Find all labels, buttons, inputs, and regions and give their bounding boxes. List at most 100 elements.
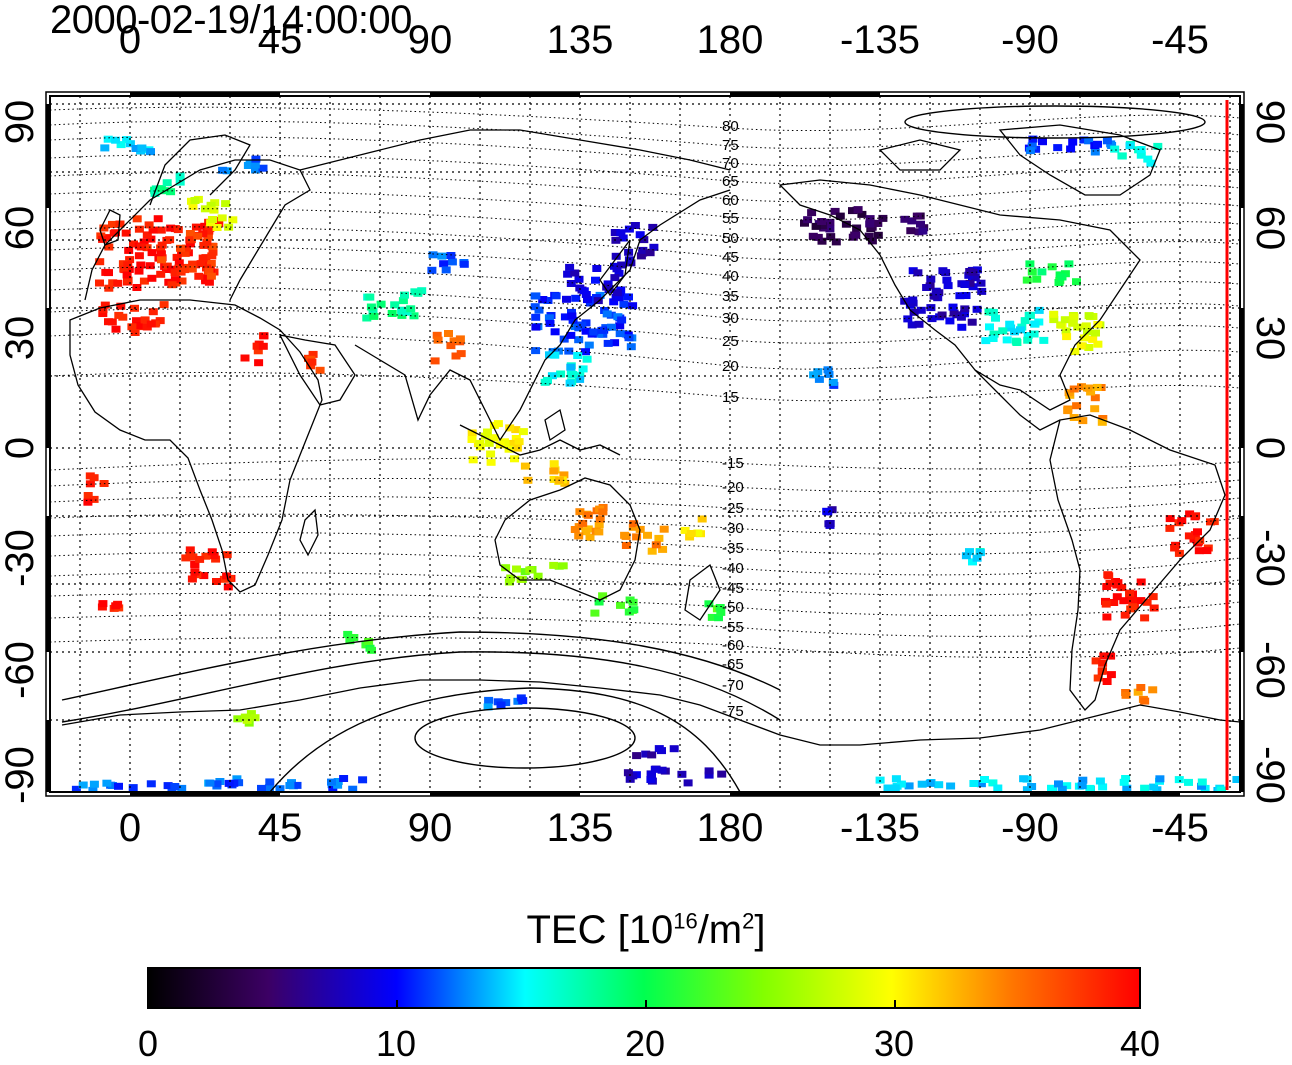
- tec-cell: [609, 298, 619, 306]
- tec-cell: [621, 542, 631, 549]
- coastlines: [61, 124, 1240, 746]
- tec-cell: [139, 238, 149, 246]
- tec-cell: [119, 265, 129, 273]
- tec-cell: [1038, 138, 1047, 146]
- tec-cell: [1193, 528, 1202, 536]
- tec-cell: [1062, 333, 1072, 341]
- tec-cell: [916, 220, 925, 228]
- tec-cell: [610, 339, 620, 347]
- bottom-lon-tick: 0: [118, 806, 142, 850]
- tec-cell: [146, 235, 156, 243]
- tec-cell: [1057, 273, 1067, 281]
- tec-cell: [956, 313, 966, 321]
- tec-cell: [223, 583, 233, 591]
- tec-cell: [909, 308, 919, 316]
- tec-cell: [483, 703, 493, 711]
- tec-cell: [108, 279, 118, 287]
- tec-cell: [651, 541, 661, 549]
- tec-cell: [1120, 611, 1130, 619]
- tec-cell: [217, 214, 227, 222]
- tec-cell: [125, 140, 135, 148]
- tec-cell: [134, 252, 144, 260]
- tec-cell: [406, 305, 416, 313]
- tec-cell: [591, 276, 600, 284]
- tec-cell: [650, 765, 660, 773]
- colorbar-tick-mark: [894, 1000, 896, 1009]
- tec-cell: [934, 781, 944, 789]
- contour-label-north: 55: [722, 210, 739, 227]
- tec-cell: [531, 347, 541, 355]
- tec-cell: [864, 232, 874, 240]
- tec-cell: [208, 248, 218, 256]
- tec-cell: [88, 786, 98, 792]
- tec-cell: [1081, 322, 1091, 330]
- tec-cell: [1191, 512, 1201, 520]
- tec-cell: [1091, 329, 1100, 337]
- tec-cell: [1184, 532, 1194, 540]
- tec-cell: [147, 249, 157, 257]
- tec-cell: [365, 293, 375, 301]
- tec-cell: [130, 329, 140, 336]
- tec-cell: [111, 602, 121, 610]
- tec-cell: [109, 229, 119, 237]
- tec-cell: [98, 306, 108, 314]
- tec-cell: [1109, 599, 1119, 606]
- bottom-lon-tick: 90: [407, 806, 453, 850]
- tec-cell: [811, 222, 821, 230]
- tec-cell: [1039, 336, 1049, 344]
- tec-cell: [174, 259, 184, 267]
- tec-cell: [1060, 316, 1070, 324]
- tec-cell: [822, 507, 832, 515]
- tec-cell: [292, 781, 302, 789]
- tec-cell: [514, 438, 524, 446]
- tec-cell: [265, 778, 275, 786]
- tec-cell: [615, 330, 625, 338]
- tec-cell: [659, 525, 669, 533]
- tec-cell: [1005, 320, 1015, 328]
- tec-cell: [803, 216, 813, 224]
- tec-cell: [618, 234, 628, 242]
- tec-cell: [182, 244, 191, 252]
- tec-cell: [566, 280, 576, 287]
- tec-cell: [647, 751, 657, 759]
- tec-cell: [430, 357, 440, 365]
- tec-cell: [134, 267, 144, 275]
- tec-cell: [275, 785, 285, 792]
- tec-cell: [1149, 783, 1159, 791]
- tec-cell: [1125, 589, 1135, 597]
- tec-cell: [258, 342, 268, 350]
- tec-cell: [187, 265, 197, 273]
- tec-cell: [1153, 142, 1163, 150]
- tec-cell: [913, 269, 923, 277]
- tec-cell: [441, 266, 451, 274]
- tec-cell: [1136, 684, 1146, 691]
- tec-cell: [1136, 597, 1146, 605]
- tec-cell: [1146, 159, 1156, 167]
- bottom-lon-tick: 135: [546, 806, 614, 850]
- tec-cell: [654, 534, 664, 542]
- tec-cell: [835, 212, 845, 220]
- tec-cell: [562, 295, 571, 303]
- tec-cell: [1136, 146, 1146, 153]
- tec-cell: [133, 322, 143, 330]
- tec-cell: [1078, 776, 1088, 784]
- tec-cell: [409, 312, 419, 320]
- tec-cell: [957, 323, 967, 331]
- contour-label-south: -75: [722, 703, 744, 720]
- tec-cell: [813, 233, 823, 241]
- tec-cell: [704, 771, 714, 779]
- tec-cell: [467, 429, 477, 437]
- tec-cell: [908, 296, 918, 304]
- tec-cell: [1122, 784, 1132, 792]
- tec-cell: [828, 378, 838, 386]
- colorbar-label: TEC [1016/m2]: [526, 908, 766, 952]
- tec-cell: [1077, 782, 1087, 790]
- tec-cell: [198, 230, 208, 238]
- tec-cell: [163, 782, 173, 790]
- tec-cell: [512, 444, 522, 452]
- tec-cell: [177, 784, 187, 792]
- tec-cell: [589, 328, 599, 336]
- tec-cell: [1079, 334, 1089, 342]
- tec-cell: [188, 260, 198, 268]
- tec-cell: [364, 637, 374, 645]
